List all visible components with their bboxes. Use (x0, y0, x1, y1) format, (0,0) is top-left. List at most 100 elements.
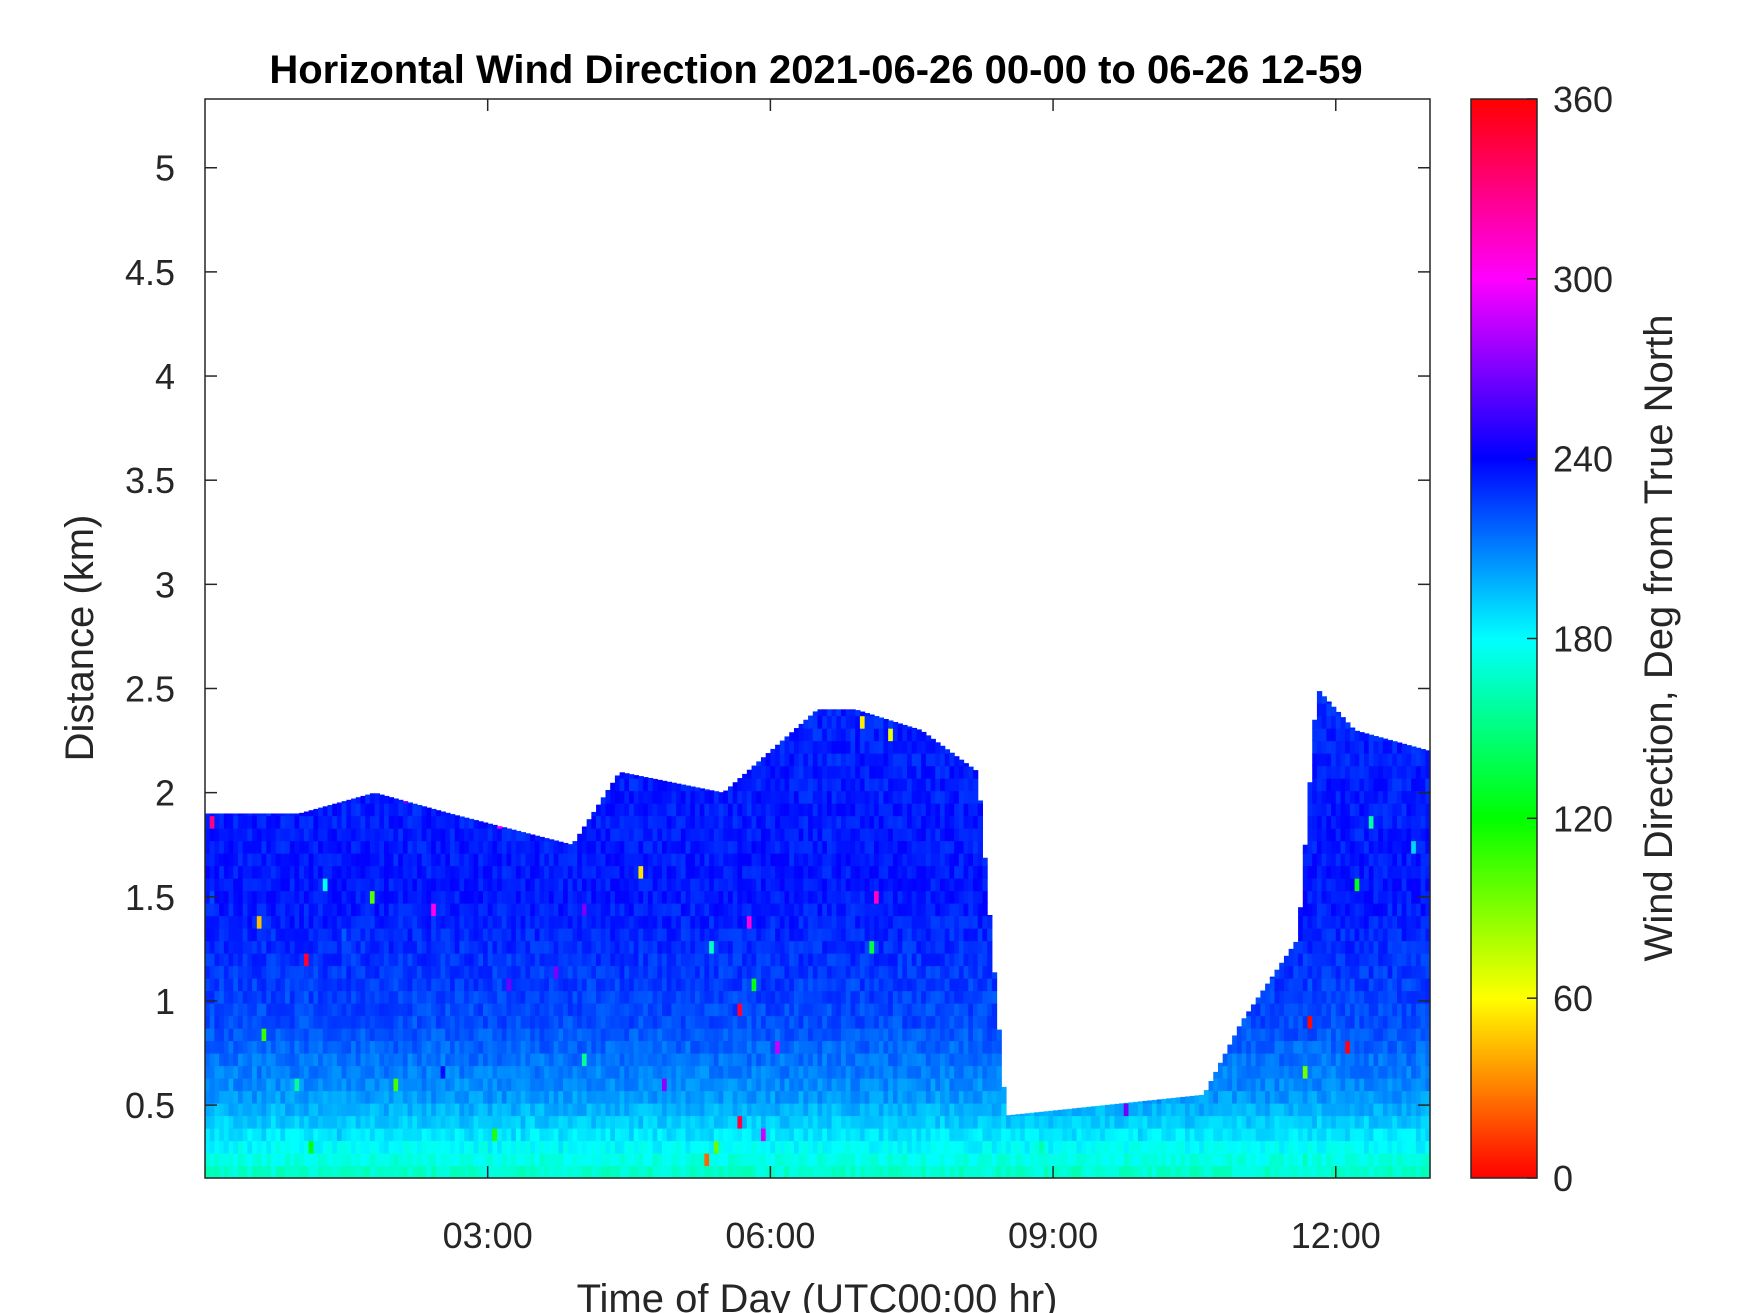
heatmap-cell (270, 878, 277, 892)
heatmap-cell (355, 1003, 362, 1017)
heatmap-cell (228, 990, 234, 1004)
heatmap-cell (638, 1103, 644, 1117)
heatmap-cell (657, 965, 663, 979)
heatmap-cell (454, 853, 461, 867)
heatmap-cell (605, 840, 611, 854)
heatmap-cell (841, 965, 847, 979)
heatmap-cell (313, 808, 319, 817)
heatmap-cell (789, 765, 795, 779)
heatmap-cell (393, 1115, 399, 1129)
heatmap-cell (793, 815, 800, 829)
heatmap-cell (859, 915, 866, 929)
heatmap-cell (506, 1040, 512, 1054)
heatmap-cell (921, 815, 927, 829)
heatmap-cell (228, 865, 234, 879)
heatmap-cell (567, 1140, 574, 1154)
heatmap-cell (789, 1103, 795, 1117)
heatmap-cell (417, 1003, 423, 1017)
heatmap-cell (318, 990, 324, 1004)
heatmap-cell (850, 728, 856, 742)
heatmap-cell (610, 1003, 616, 1017)
heatmap-cell (591, 1053, 597, 1067)
heatmap-cell (473, 1053, 479, 1067)
heatmap-cell (450, 1165, 456, 1179)
heatmap-cell (812, 1028, 819, 1042)
heatmap-cell (487, 1053, 493, 1067)
heatmap-cell (878, 1090, 885, 1104)
heatmap-cell (723, 790, 729, 804)
heatmap-cell (935, 828, 941, 842)
heatmap-cell (252, 1153, 258, 1167)
heatmap-cell (539, 940, 545, 954)
heatmap-cell (299, 890, 305, 904)
heatmap-cell (237, 1065, 244, 1079)
heatmap-cell (384, 1140, 390, 1154)
heatmap-cell (826, 1015, 833, 1029)
heatmap-cell (704, 1015, 710, 1029)
heatmap-cell (327, 903, 333, 917)
heatmap-cell (907, 765, 913, 779)
heatmap-cell (285, 978, 291, 992)
heatmap-cell (864, 1128, 870, 1142)
heatmap-cell (511, 1103, 517, 1117)
heatmap-cell (285, 1140, 291, 1154)
heatmap-cell (676, 978, 682, 992)
heatmap-cell (859, 978, 866, 992)
heatmap-cell (614, 775, 621, 779)
heatmap-cell (228, 1015, 234, 1029)
heatmap-cell (530, 903, 536, 917)
heatmap-cell (624, 940, 630, 954)
heatmap-cell (784, 878, 790, 892)
heatmap-cell (374, 1103, 380, 1117)
heatmap-cell (548, 1040, 555, 1054)
heatmap-cell (322, 878, 329, 892)
heatmap-cell (935, 790, 941, 804)
heatmap-cell (793, 965, 800, 979)
heatmap-cell (464, 1015, 470, 1029)
heatmap-cell (506, 1028, 512, 1042)
heatmap-cell (426, 890, 432, 904)
heatmap-cell (605, 953, 611, 967)
heatmap-cell (261, 1115, 267, 1129)
heatmap-cell (520, 1103, 526, 1117)
heatmap-cell (874, 865, 880, 879)
heatmap-cell (822, 753, 828, 767)
heatmap-cell (836, 1015, 842, 1029)
heatmap-cell (902, 1065, 908, 1079)
heatmap-cell (369, 853, 376, 867)
heatmap-cell (388, 978, 395, 992)
heatmap-cell (718, 1153, 724, 1167)
heatmap-cell (676, 903, 682, 917)
heatmap-cell (506, 903, 512, 917)
heatmap-cell (468, 1040, 475, 1054)
heatmap-cell (548, 1090, 555, 1104)
heatmap-cell (256, 965, 263, 979)
heatmap-cell (530, 1090, 536, 1104)
heatmap-cell (497, 1015, 503, 1029)
heatmap-cell (756, 790, 762, 804)
heatmap-cell (548, 915, 555, 929)
heatmap-cell (520, 1003, 526, 1017)
heatmap-cell (888, 965, 894, 979)
heatmap-cell (454, 828, 461, 842)
heatmap-cell (233, 1103, 239, 1117)
heatmap-cell (426, 815, 432, 829)
heatmap-cell (341, 915, 347, 929)
heatmap-cell (690, 1053, 696, 1067)
heatmap-cell (869, 915, 875, 929)
heatmap-cell (841, 728, 847, 742)
heatmap-cell (417, 915, 423, 929)
heatmap-cell (450, 1103, 456, 1117)
heatmap-cell (803, 1140, 809, 1154)
heatmap-cell (388, 1115, 395, 1129)
heatmap-cell (482, 940, 489, 954)
heatmap-cell (205, 915, 211, 929)
heatmap-cell (313, 1065, 319, 1079)
heatmap-cell (464, 865, 470, 879)
heatmap-cell (520, 1165, 526, 1179)
heatmap-cell (299, 853, 305, 867)
heatmap-cell (275, 978, 281, 992)
heatmap-cell (242, 1165, 248, 1179)
heatmap-cell (850, 953, 856, 967)
heatmap-cell (464, 1090, 470, 1104)
